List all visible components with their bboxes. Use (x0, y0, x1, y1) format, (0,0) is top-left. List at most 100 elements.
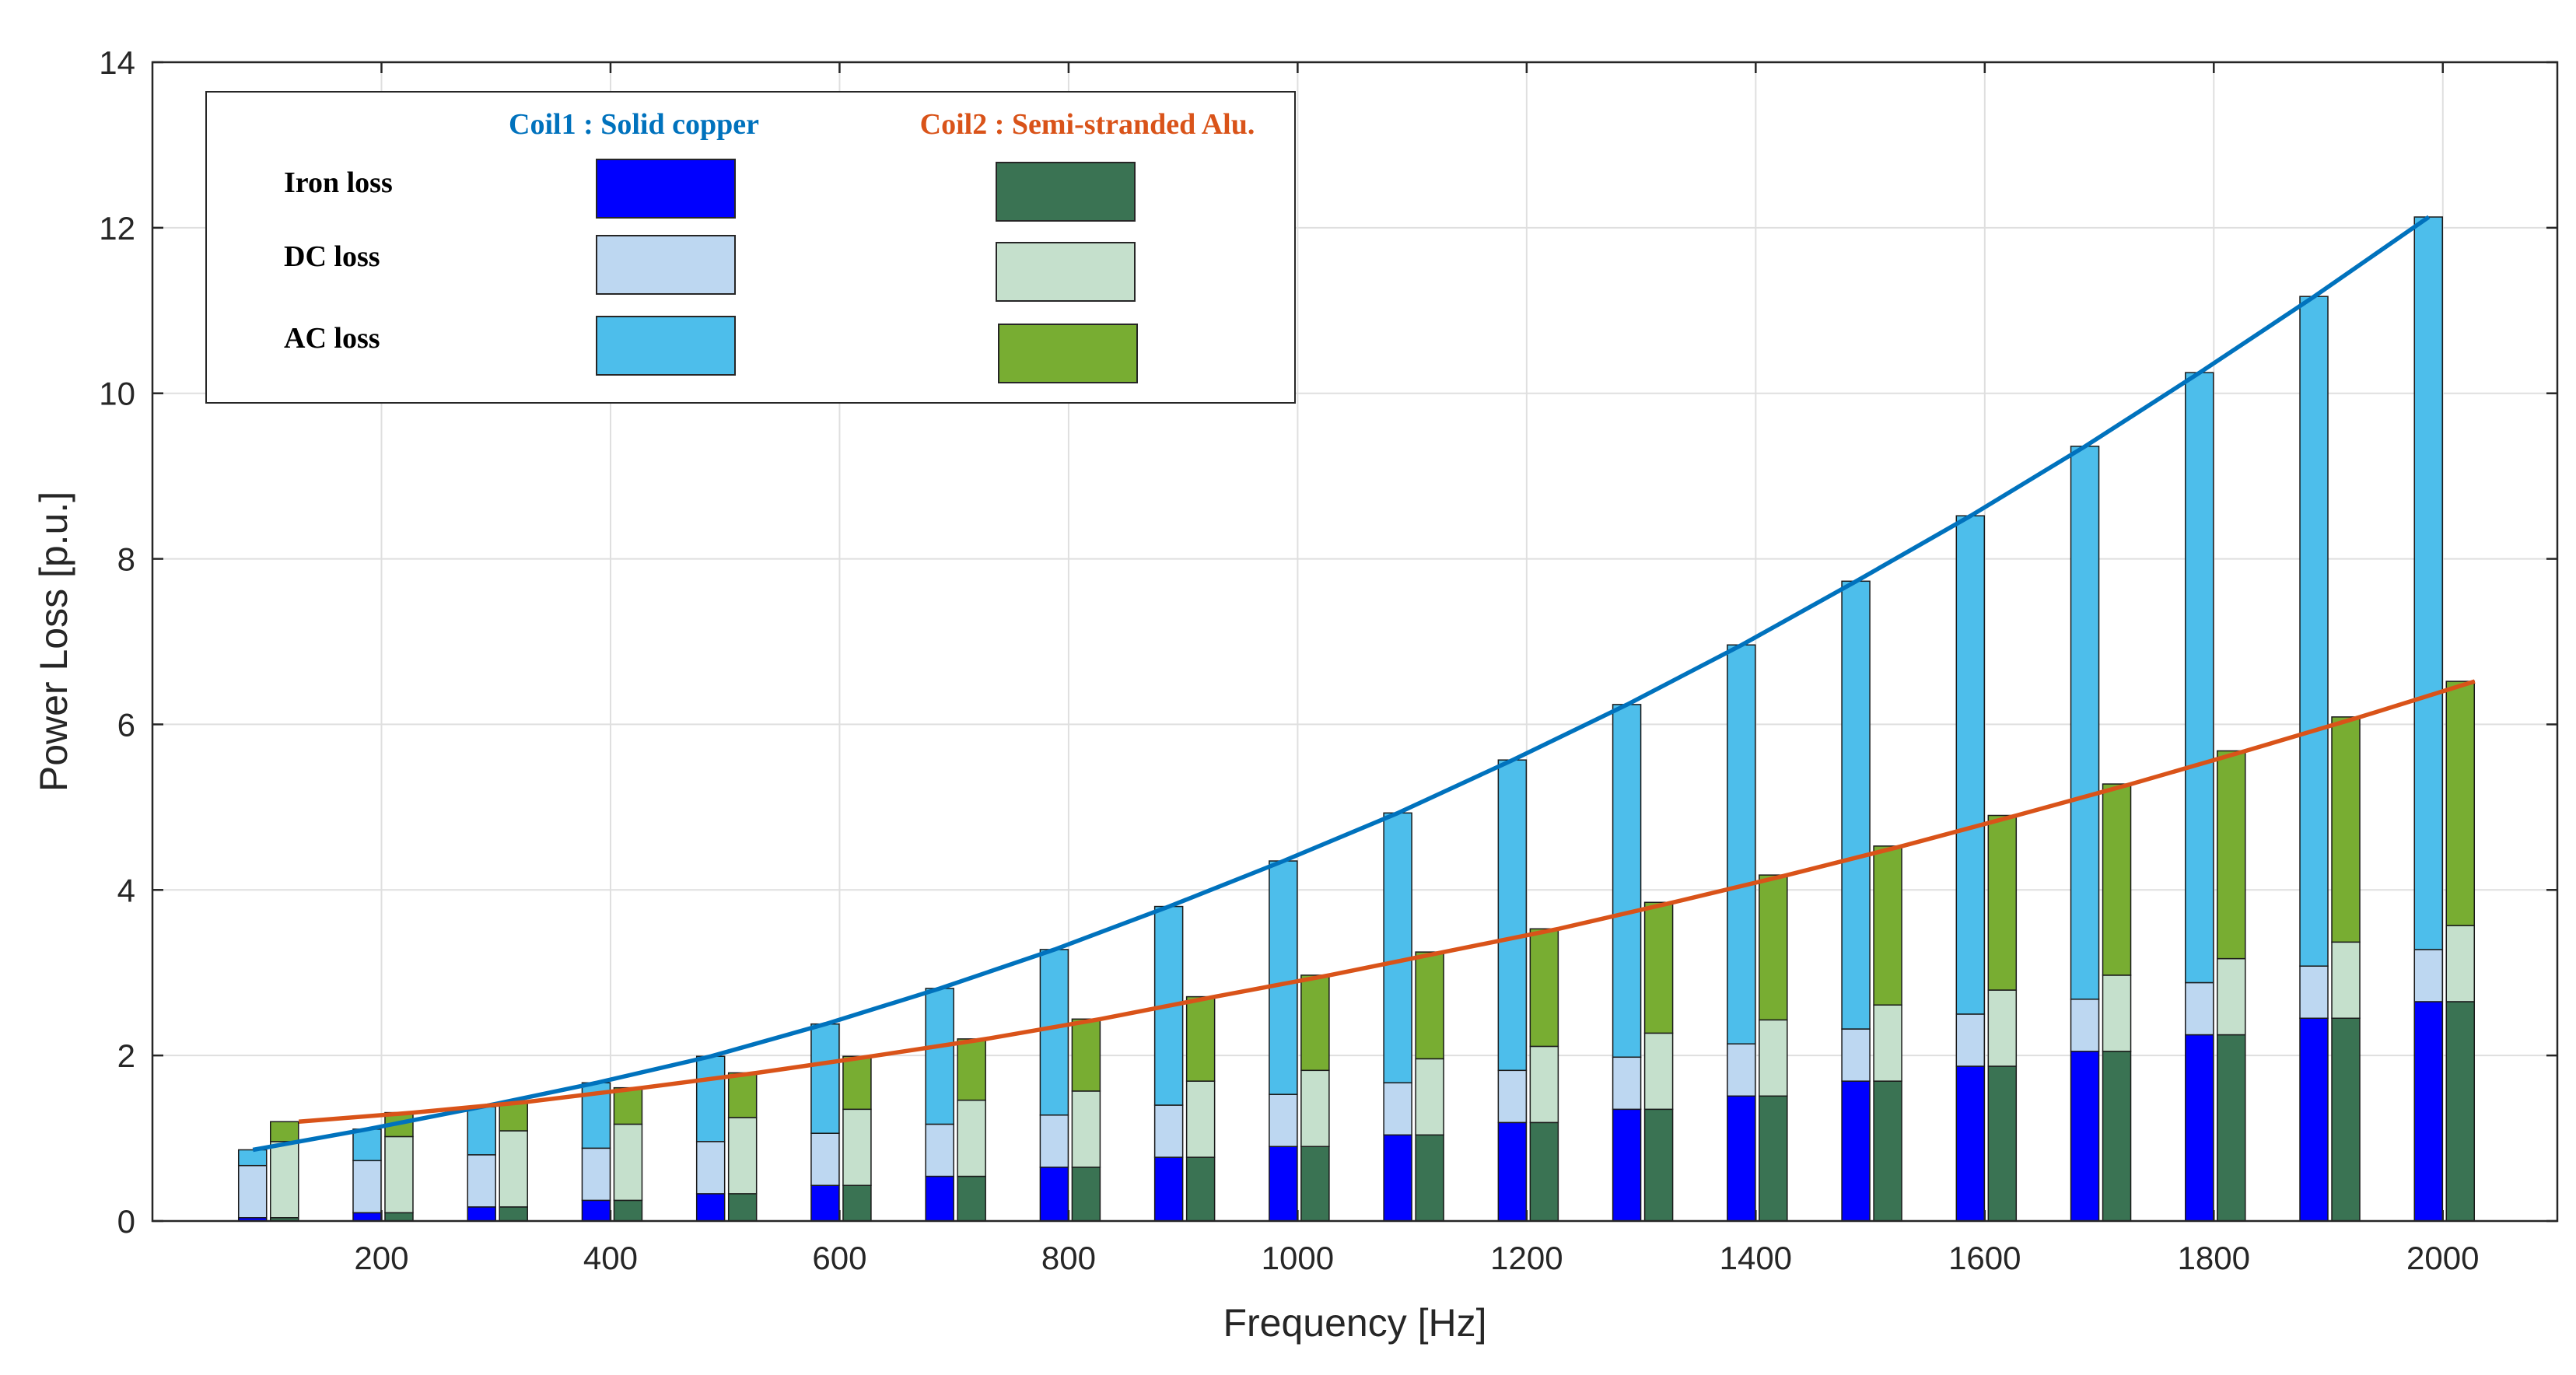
bar-coil1-dc-1000 (1269, 1093, 1298, 1147)
y-tick-label-8: 8 (117, 541, 135, 578)
bar-coil1-dc-1200 (1497, 1069, 1528, 1124)
bar-coil2-ac-900 (1185, 995, 1216, 1082)
y-tick-label-6: 6 (117, 706, 135, 743)
legend-swatch-coil1-ac (596, 316, 736, 376)
legend: Coil1 : Solid copper Coil2 : Semi-strand… (205, 91, 1296, 404)
bar-coil2-dc-900 (1185, 1080, 1216, 1158)
bar-coil2-dc-200 (384, 1135, 414, 1214)
legend-label-ac-loss: AC loss (284, 322, 380, 355)
bar-coil1-iron-300 (467, 1206, 496, 1222)
bar-coil2-iron-1100 (1415, 1134, 1444, 1222)
bar-coil2-ac-1400 (1759, 874, 1788, 1021)
bar-coil1-dc-800 (1039, 1114, 1069, 1168)
legend-swatch-coil1-dc (596, 235, 736, 295)
bar-coil1-ac-1000 (1269, 860, 1298, 1095)
bar-coil2-ac-100 (269, 1121, 299, 1142)
axes-frame (151, 61, 2559, 1223)
bar-coil2-iron-900 (1185, 1156, 1216, 1222)
bar-coil2-ac-1500 (1873, 845, 1902, 1006)
legend-swatch-coil2-dc (996, 242, 1136, 302)
bar-coil2-dc-2000 (2445, 925, 2476, 1002)
bar-coil1-dc-500 (695, 1141, 726, 1195)
bar-coil2-ac-1200 (1529, 928, 1559, 1048)
bar-coil2-iron-1200 (1529, 1121, 1559, 1222)
bar-coil1-ac-1700 (2070, 446, 2100, 1000)
x-tick-label-800: 800 (1041, 1240, 1096, 1276)
bar-coil1-ac-800 (1039, 949, 1069, 1116)
bar-coil2-iron-1700 (2102, 1051, 2132, 1222)
bar-coil2-iron-600 (842, 1184, 872, 1222)
bar-coil1-dc-1100 (1383, 1082, 1412, 1136)
bar-coil1-dc-1500 (1841, 1028, 1871, 1082)
bar-coil2-dc-1100 (1415, 1058, 1444, 1136)
x-tick-label-1600: 1600 (1948, 1240, 2021, 1276)
bar-coil2-iron-200 (384, 1212, 414, 1222)
bar-coil2-dc-1800 (2217, 957, 2246, 1036)
bar-coil2-dc-1300 (1643, 1032, 1674, 1111)
bar-coil2-iron-700 (957, 1175, 986, 1222)
y-tick-label-14: 14 (99, 44, 135, 81)
bar-coil1-iron-400 (581, 1199, 611, 1222)
bar-coil1-dc-700 (925, 1123, 954, 1177)
bar-coil1-iron-900 (1153, 1156, 1184, 1222)
bar-coil1-dc-100 (237, 1164, 268, 1219)
bar-coil1-iron-1500 (1841, 1080, 1871, 1222)
bar-coil2-dc-1000 (1300, 1069, 1330, 1147)
bar-coil1-iron-1400 (1727, 1095, 1756, 1222)
bar-coil1-ac-1900 (2299, 296, 2329, 967)
x-tick-label-400: 400 (583, 1240, 638, 1276)
bar-coil1-iron-1200 (1497, 1121, 1528, 1222)
bar-coil2-dc-100 (269, 1141, 299, 1219)
bar-coil1-iron-1700 (2070, 1051, 2100, 1222)
bar-coil2-iron-1400 (1759, 1095, 1788, 1222)
x-tick-label-600: 600 (812, 1240, 866, 1276)
bar-coil2-iron-1000 (1300, 1146, 1330, 1222)
bar-coil1-dc-2000 (2413, 949, 2444, 1002)
legend-swatch-coil2-ac (998, 324, 1138, 383)
bar-coil2-iron-400 (613, 1199, 643, 1222)
bar-coil1-dc-400 (581, 1147, 611, 1202)
bar-coil2-dc-500 (727, 1117, 758, 1195)
legend-label-dc-loss: DC loss (284, 240, 380, 273)
bar-coil1-ac-1800 (2185, 372, 2214, 984)
bar-coil1-dc-1300 (1612, 1056, 1642, 1111)
bar-coil1-iron-1900 (2299, 1017, 2329, 1222)
bar-coil1-ac-1400 (1727, 644, 1756, 1044)
bar-coil1-iron-1800 (2185, 1034, 2214, 1222)
legend-swatch-coil1-iron (596, 159, 736, 219)
y-tick-label-0: 0 (117, 1203, 135, 1240)
bar-coil2-dc-1200 (1529, 1045, 1559, 1124)
y-axis-label: Power Loss [p.u.] (32, 492, 75, 792)
bar-coil2-ac-800 (1071, 1018, 1101, 1092)
legend-label-iron-loss: Iron loss (284, 166, 393, 199)
bar-coil2-iron-1900 (2331, 1017, 2361, 1222)
bar-coil1-iron-1300 (1612, 1108, 1642, 1222)
y-tick-label-4: 4 (117, 872, 135, 908)
bar-coil2-iron-500 (727, 1193, 758, 1222)
x-axis-label: Frequency [Hz] (1223, 1301, 1486, 1345)
x-tick-label-1200: 1200 (1490, 1240, 1563, 1276)
bar-coil2-dc-600 (842, 1108, 872, 1186)
bar-coil2-dc-1500 (1873, 1004, 1902, 1082)
bar-coil1-iron-1600 (1955, 1065, 1986, 1222)
axis-ticks: 200 400 600 800 1000 1200 1400 1600 1800 2000 0 2 4 6… (99, 44, 2557, 1276)
bar-coil2-dc-300 (499, 1130, 528, 1208)
bar-coil2-iron-300 (499, 1206, 528, 1222)
bar-coil1-dc-1600 (1955, 1013, 1986, 1067)
bar-coil2-iron-1800 (2217, 1034, 2246, 1222)
bar-coil1-ac-1200 (1497, 759, 1528, 1072)
bar-coil1-ac-1600 (1955, 515, 1986, 1015)
x-tick-label-1000: 1000 (1262, 1240, 1334, 1276)
bar-coil1-dc-1900 (2299, 965, 2329, 1019)
bar-coil1-dc-1700 (2070, 999, 2100, 1052)
bar-coil1-iron-700 (925, 1175, 954, 1222)
bar-coil2-ac-700 (957, 1038, 986, 1101)
bar-coil1-ac-200 (352, 1128, 382, 1162)
bar-coil1-iron-1100 (1383, 1134, 1412, 1222)
bar-coil1-iron-600 (810, 1184, 840, 1222)
bar-coil1-ac-500 (695, 1055, 726, 1142)
bar-coil1-dc-300 (467, 1154, 496, 1208)
y-tick-label-10: 10 (99, 376, 135, 412)
bar-coil2-iron-800 (1071, 1167, 1101, 1222)
bar-coil2-ac-1900 (2331, 716, 2361, 943)
